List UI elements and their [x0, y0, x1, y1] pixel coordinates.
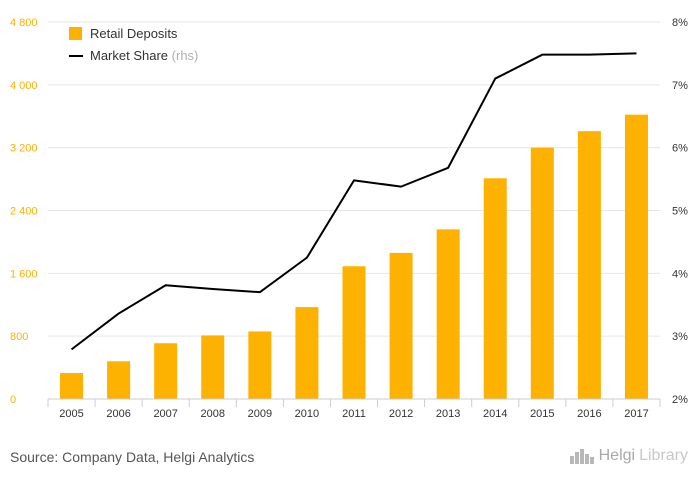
line-series	[70, 52, 637, 351]
bar	[624, 114, 648, 399]
y-right-tick-label: 7%	[672, 80, 688, 92]
y-left-tick-label: 3 200	[10, 143, 38, 155]
y-left-tick-label: 4 000	[10, 80, 38, 92]
y-left-tick-label: 2 400	[10, 206, 38, 218]
combo-chart: 0 2% 800 3% 1 600 4% 2 400 5% 3 200 6% 4 000 7% 4 80…	[10, 17, 688, 420]
x-tick-label: 2008	[201, 408, 225, 420]
y-left-tick-label: 800	[10, 331, 28, 343]
x-tick-label: 2016	[577, 408, 601, 420]
x-tick-label: 2006	[106, 408, 130, 420]
bar	[389, 252, 413, 399]
legend: Retail Deposits Market Share (rhs)	[69, 26, 198, 63]
x-tick-label: 2014	[483, 408, 507, 420]
y-right-tick-label: 3%	[672, 331, 688, 343]
y-right-tick-label: 5%	[672, 206, 688, 218]
y-left-tick-label: 1 600	[10, 268, 38, 280]
axes: 0 2% 800 3% 1 600 4% 2 400 5% 3 200 6% 4 000 7% 4 80…	[10, 17, 688, 420]
x-tick-label: 2013	[436, 408, 460, 420]
bar	[295, 307, 319, 399]
legend-label-market-share: Market Share (rhs)	[90, 48, 198, 63]
x-tick-label: 2011	[342, 408, 366, 420]
x-tick-label: 2010	[295, 408, 319, 420]
x-tick-label: 2017	[624, 408, 648, 420]
bar	[483, 178, 507, 399]
city-skyline-icon	[569, 449, 594, 464]
y-right-tick-label: 2%	[672, 394, 688, 406]
bar	[342, 266, 366, 399]
bar	[154, 343, 178, 399]
bar	[107, 361, 131, 399]
x-tick-label: 2005	[59, 408, 83, 420]
logo-brand: Helgi	[598, 447, 636, 464]
bar	[436, 229, 460, 399]
bar	[577, 131, 601, 399]
bar	[60, 373, 84, 399]
source-note: Source: Company Data, Helgi Analytics	[10, 449, 255, 465]
y-left-tick-label: 0	[10, 394, 16, 406]
bar	[201, 335, 225, 399]
x-tick-label: 2015	[530, 408, 554, 420]
legend-swatch-retail-deposits	[69, 27, 82, 40]
legend-rhs-suffix: (rhs)	[172, 48, 199, 63]
y-left-tick-label: 4 800	[10, 17, 38, 29]
legend-label-retail-deposits: Retail Deposits	[90, 26, 178, 41]
bar	[248, 331, 272, 399]
y-right-tick-label: 6%	[672, 143, 688, 155]
bar	[530, 147, 554, 399]
y-right-tick-label: 8%	[672, 17, 688, 29]
x-tick-label: 2007	[153, 408, 177, 420]
y-right-tick-label: 4%	[672, 268, 688, 280]
logo-suffix: Library	[639, 447, 688, 464]
helgi-library-logo: Helgi Library	[569, 447, 688, 465]
bar-series	[60, 114, 648, 399]
x-tick-label: 2009	[248, 408, 272, 420]
grid-lines	[48, 21, 660, 337]
x-tick-label: 2012	[389, 408, 413, 420]
